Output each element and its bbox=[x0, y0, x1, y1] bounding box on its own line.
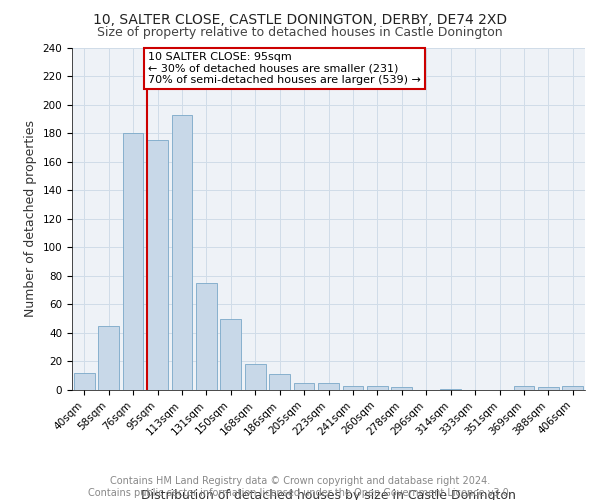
Bar bbox=[269, 374, 290, 390]
Bar bbox=[538, 387, 559, 390]
Bar bbox=[562, 386, 583, 390]
Text: 10 SALTER CLOSE: 95sqm
← 30% of detached houses are smaller (231)
70% of semi-de: 10 SALTER CLOSE: 95sqm ← 30% of detached… bbox=[148, 52, 421, 85]
Bar bbox=[196, 283, 217, 390]
Bar bbox=[440, 388, 461, 390]
Bar bbox=[147, 140, 168, 390]
Text: Contains HM Land Registry data © Crown copyright and database right 2024.
Contai: Contains HM Land Registry data © Crown c… bbox=[88, 476, 512, 498]
Bar bbox=[74, 373, 95, 390]
Bar bbox=[367, 386, 388, 390]
Y-axis label: Number of detached properties: Number of detached properties bbox=[24, 120, 37, 318]
Bar bbox=[293, 383, 314, 390]
Bar bbox=[220, 318, 241, 390]
Bar bbox=[98, 326, 119, 390]
Text: Size of property relative to detached houses in Castle Donington: Size of property relative to detached ho… bbox=[97, 26, 503, 39]
Bar bbox=[318, 383, 339, 390]
Bar bbox=[245, 364, 266, 390]
Bar bbox=[514, 386, 535, 390]
Bar bbox=[391, 387, 412, 390]
Text: 10, SALTER CLOSE, CASTLE DONINGTON, DERBY, DE74 2XD: 10, SALTER CLOSE, CASTLE DONINGTON, DERB… bbox=[93, 12, 507, 26]
X-axis label: Distribution of detached houses by size in Castle Donington: Distribution of detached houses by size … bbox=[141, 490, 516, 500]
Bar bbox=[172, 114, 193, 390]
Bar bbox=[122, 133, 143, 390]
Bar bbox=[343, 386, 364, 390]
